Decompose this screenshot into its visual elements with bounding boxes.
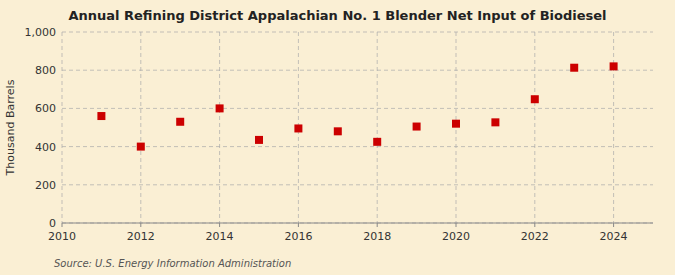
point xyxy=(176,118,184,126)
x-tick xyxy=(613,223,614,227)
x-grid-line xyxy=(140,32,141,223)
x-grid-line xyxy=(613,32,614,223)
point xyxy=(452,120,460,128)
x-grid-line xyxy=(219,32,220,223)
y-tick-label: 200 xyxy=(35,179,56,192)
title: Annual Refining District Appalachian No.… xyxy=(68,8,606,23)
x-tick xyxy=(140,223,141,227)
y-grid-line xyxy=(62,108,653,109)
x-tick xyxy=(219,223,220,227)
x-tick xyxy=(456,223,457,227)
x-tick xyxy=(377,223,378,227)
x-grid-line xyxy=(62,32,63,223)
y-tick-label: 1,000 xyxy=(25,26,57,39)
x-tick xyxy=(534,223,535,227)
source-note: Source: U.S. Energy Information Administ… xyxy=(54,258,291,269)
chart: Annual Refining District Appalachian No.… xyxy=(0,0,675,275)
x-tick xyxy=(62,223,63,227)
x-tick-label: 2022 xyxy=(521,230,549,243)
x-tick-label: 2016 xyxy=(284,230,312,243)
point xyxy=(216,104,224,112)
y-tick-label: 0 xyxy=(49,217,56,230)
point xyxy=(294,124,302,132)
x-axis-line xyxy=(62,223,653,224)
point xyxy=(255,136,263,144)
point xyxy=(610,62,618,70)
x-tick-label: 2010 xyxy=(48,230,76,243)
point xyxy=(491,118,499,126)
x-tick-label: 2014 xyxy=(206,230,234,243)
point xyxy=(334,127,342,135)
x-grid-line xyxy=(534,32,535,223)
y-grid-line xyxy=(62,223,653,224)
x-grid-line xyxy=(377,32,378,223)
grid xyxy=(62,32,653,223)
axes: 0 200 400 600 800 1,000 2010 2012 2014 2016 2018 20… xyxy=(25,26,654,243)
y-grid-line xyxy=(62,184,653,185)
point xyxy=(137,143,145,151)
y-tick-label: 400 xyxy=(35,141,56,154)
x-tick-label: 2020 xyxy=(442,230,470,243)
y-grid-line xyxy=(62,146,653,147)
point xyxy=(570,64,578,72)
x-tick-label: 2012 xyxy=(127,230,155,243)
y-tick-label: 600 xyxy=(35,102,56,115)
point xyxy=(97,112,105,120)
point xyxy=(531,95,539,103)
x-tick xyxy=(298,223,299,227)
y-tick-label: 800 xyxy=(35,64,56,77)
y-axis-label: Thousand Barrels xyxy=(4,79,17,176)
point xyxy=(373,138,381,146)
x-tick-label: 2024 xyxy=(600,230,628,243)
point xyxy=(413,123,421,131)
x-tick-label: 2018 xyxy=(363,230,391,243)
y-grid-line xyxy=(62,32,653,33)
background xyxy=(0,0,675,275)
points xyxy=(97,62,617,150)
y-grid-line xyxy=(62,70,653,71)
